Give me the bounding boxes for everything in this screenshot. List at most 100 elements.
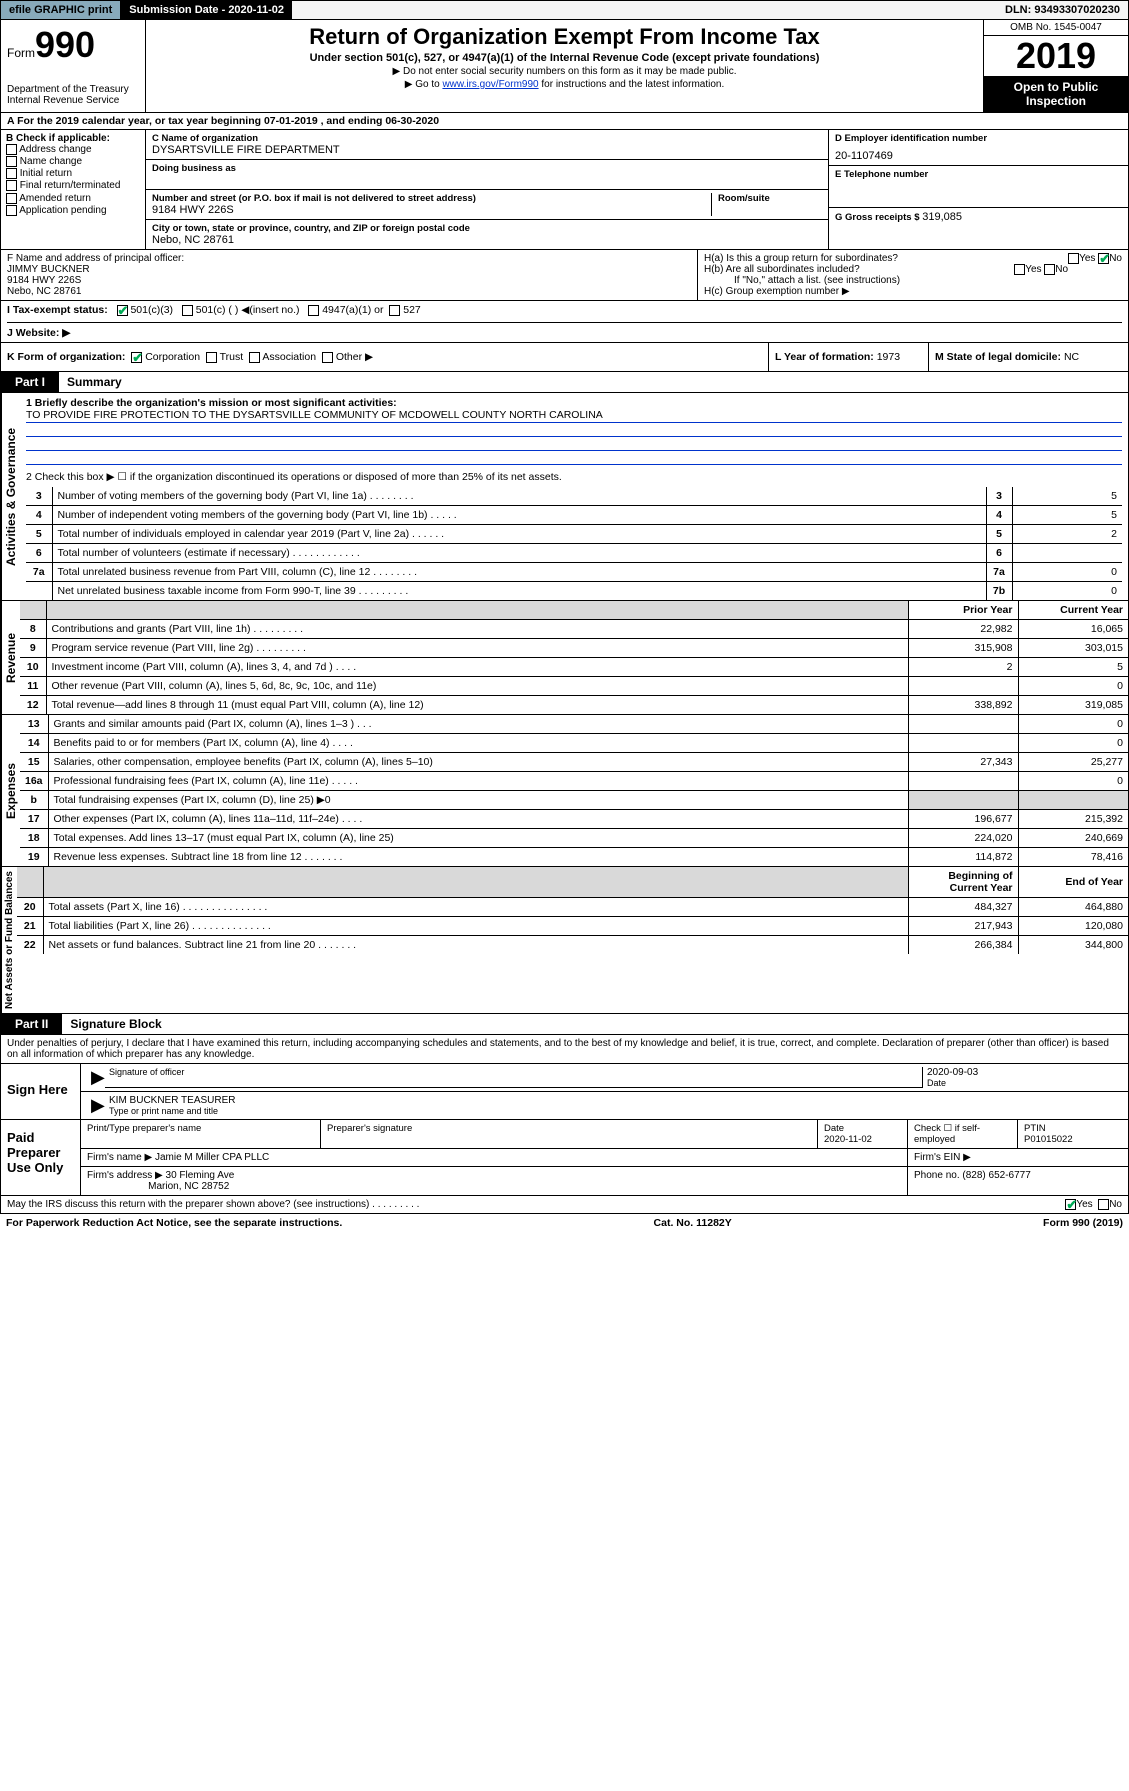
omb-number: OMB No. 1545-0047 [984,20,1128,36]
line-desc: Professional fundraising fees (Part IX, … [48,772,908,791]
current-value: 25,277 [1018,753,1128,772]
col-header: Current Year [1018,601,1128,620]
current-value: 5 [1018,658,1128,677]
line-number: 5 [26,525,52,544]
line-number: 22 [17,936,43,955]
instructions-link[interactable]: www.irs.gov/Form990 [442,79,538,90]
open-to-public: Open to Public Inspection [984,76,1128,112]
line-desc: Contributions and grants (Part VIII, lin… [46,620,908,639]
line-number: 7a [26,563,52,582]
ein-label: D Employer identification number [835,133,1122,144]
current-value: 319,085 [1018,696,1128,715]
officer-group-block: F Name and address of principal officer:… [0,250,1129,301]
mission-text: TO PROVIDE FIRE PROTECTION TO THE DYSART… [26,409,1122,423]
prior-value: 224,020 [908,829,1018,848]
line-number: 18 [20,829,48,848]
submission-date: Submission Date - 2020-11-02 [121,1,292,19]
prior-value [908,791,1018,810]
current-value: 344,800 [1018,936,1128,955]
dept-label: Department of the Treasury [7,84,139,95]
group-return-b: H(b) Are all subordinates included? Yes … [704,264,1122,275]
line-number: 9 [20,639,46,658]
line-number: 12 [20,696,46,715]
form-header: Form990 Department of the Treasury Inter… [0,20,1129,113]
line-number: 16a [20,772,48,791]
line-desc: Total number of individuals employed in … [52,525,986,544]
expenses-table: 13Grants and similar amounts paid (Part … [20,715,1128,866]
line-number: 13 [20,715,48,734]
line-number: 4 [26,506,52,525]
line-number: 10 [20,658,46,677]
part2-header: Part II Signature Block [0,1014,1129,1035]
col-header: Beginning of Current Year [908,867,1018,898]
line-desc: Total expenses. Add lines 13–17 (must eq… [48,829,908,848]
line-value [1012,544,1122,563]
current-value: 0 [1018,734,1128,753]
group-return-bnote: If "No," attach a list. (see instruction… [704,275,1122,286]
line-desc: Other revenue (Part VIII, column (A), li… [46,677,908,696]
website-label: J Website: ▶ [7,327,70,339]
tax-exempt-row: I Tax-exempt status: 501(c)(3) 501(c) ( … [0,301,1129,343]
discontinued-check: 2 Check this box ▶ ☐ if the organization… [26,471,1122,483]
line-value: 2 [1012,525,1122,544]
dba-label: Doing business as [152,163,822,174]
signer-name: KIM BUCKNER TEASURER [109,1095,1118,1106]
col-header: Prior Year [908,601,1018,620]
line-desc: Revenue less expenses. Subtract line 18 … [48,848,908,867]
line-desc: Total assets (Part X, line 16) . . . . .… [43,898,908,917]
officer-name: JIMMY BUCKNER [7,264,691,275]
group-return-a: H(a) Is this a group return for subordin… [704,253,1122,264]
identity-block: B Check if applicable: Address change Na… [0,130,1129,250]
governance-table: 3Number of voting members of the governi… [26,487,1122,600]
line-number: 3 [26,487,52,506]
line-desc: Total unrelated business revenue from Pa… [52,563,986,582]
col-header: End of Year [1018,867,1128,898]
dln: DLN: 93493307020230 [997,1,1128,19]
ptin: P01015022 [1024,1134,1073,1145]
prior-value: 484,327 [908,898,1018,917]
officer-addr1: 9184 HWY 226S [7,275,691,286]
line-desc: Number of voting members of the governin… [52,487,986,506]
revenue-table: Prior YearCurrent Year8Contributions and… [20,601,1128,714]
sign-here-block: Sign Here ▶ Signature of officer 2020-09… [0,1064,1129,1120]
prior-value: 315,908 [908,639,1018,658]
state-domicile: NC [1064,351,1079,363]
line-key: 6 [986,544,1012,563]
street-label: Number and street (or P.O. box if mail i… [152,193,711,204]
line-desc: Total number of volunteers (estimate if … [52,544,986,563]
line-key: 7a [986,563,1012,582]
firm-phone: (828) 652-6777 [962,1170,1030,1181]
box-b: B Check if applicable: Address change Na… [1,130,146,249]
prior-value: 2 [908,658,1018,677]
gross-receipts-label: G Gross receipts $ [835,212,919,223]
current-value: 215,392 [1018,810,1128,829]
firm-addr2: Marion, NC 28752 [148,1181,229,1192]
ein-value: 20-1107469 [835,150,1122,162]
prior-value: 217,943 [908,917,1018,936]
tax-year: 2019 [984,36,1128,76]
prior-value: 114,872 [908,848,1018,867]
line-desc: Investment income (Part VIII, column (A)… [46,658,908,677]
governance-section: Activities & Governance 1 Briefly descri… [0,393,1129,601]
sign-date: 2020-09-03 [927,1067,1118,1078]
street-address: 9184 HWY 226S [152,204,711,216]
line-desc: Total liabilities (Part X, line 26) . . … [43,917,908,936]
current-value: 0 [1018,772,1128,791]
efile-button[interactable]: efile GRAPHIC print [1,1,121,19]
line-key: 7b [986,582,1012,601]
line-value: 0 [1012,563,1122,582]
line-key: 3 [986,487,1012,506]
line-desc: Total revenue—add lines 8 through 11 (mu… [46,696,908,715]
prior-value: 266,384 [908,936,1018,955]
gross-receipts-value: 319,085 [922,211,962,223]
prior-value [908,677,1018,696]
line-number: 20 [17,898,43,917]
note-link: ▶ Go to www.irs.gov/Form990 for instruct… [152,79,977,90]
prior-value: 27,343 [908,753,1018,772]
preparer-date: 2020-11-02 [824,1134,872,1145]
line-desc: Number of independent voting members of … [52,506,986,525]
line-number: 15 [20,753,48,772]
line-desc: Other expenses (Part IX, column (A), lin… [48,810,908,829]
line-value: 5 [1012,506,1122,525]
line-desc: Net assets or fund balances. Subtract li… [43,936,908,955]
